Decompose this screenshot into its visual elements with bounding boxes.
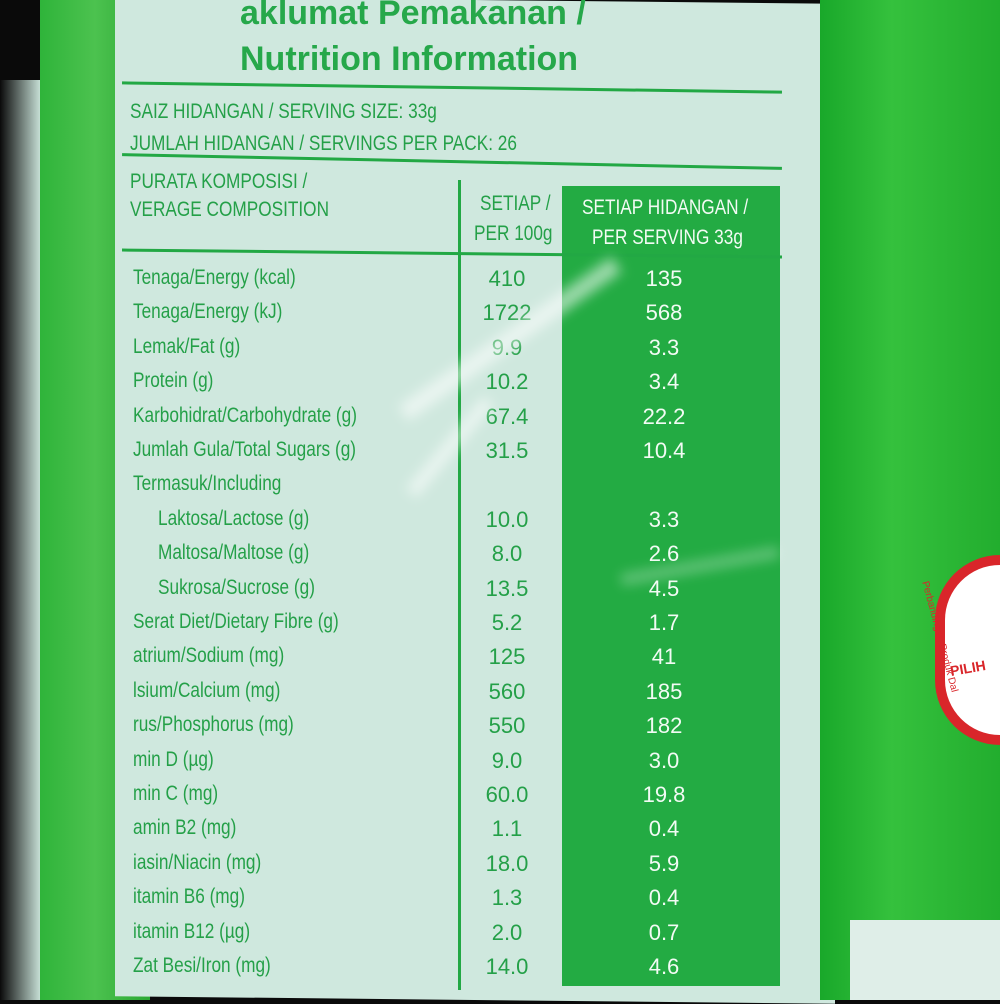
value-per-serving: 182: [645, 713, 683, 739]
nutrient-name: Lemak/Fat (g): [133, 334, 241, 358]
value-per-serving: 1.7: [648, 610, 680, 635]
nutrient-name: Sukrosa/Sucrose (g): [158, 575, 315, 599]
nutrient-name: Maltosa/Maltose (g): [158, 541, 310, 565]
value-per-100g: 125: [488, 644, 526, 670]
value-per-100g: 1.3: [491, 885, 523, 911]
value-per-serving: 3.3: [648, 506, 680, 532]
value-per-100g: 2.0: [491, 919, 523, 945]
value-per-100g: 14.0: [485, 954, 529, 979]
nutrient-name: Serat Diet/Dietary Fibre (g): [133, 610, 339, 633]
header-composition: VERAGE COMPOSITION: [130, 198, 330, 221]
value-per-100g: 1.1: [491, 816, 523, 842]
header-per-serving: PER SERVING 33g: [592, 226, 743, 249]
value-per-serving: 3.0: [648, 747, 680, 773]
value-per-100g: 550: [488, 713, 526, 739]
nutrient-name: Protein (g): [133, 369, 214, 393]
value-per-serving: 2.6: [648, 541, 680, 567]
nutrient-name: iasin/Niacin (mg): [133, 850, 262, 874]
header-per-100g: PER 100g: [474, 222, 553, 245]
value-per-100g: 5.2: [491, 610, 523, 635]
value-per-100g: 560: [488, 678, 526, 704]
value-per-serving: 10.4: [642, 438, 686, 463]
column-divider: [458, 180, 461, 990]
value-per-100g: 18.0: [485, 850, 529, 876]
nutrient-name: Tenaga/Energy (kJ): [133, 300, 283, 324]
nutrient-name: lsium/Calcium (mg): [133, 678, 281, 702]
nutrient-name: Laktosa/Lactose (g): [158, 506, 310, 530]
value-per-serving: 0.4: [648, 816, 680, 842]
value-per-serving: 41: [651, 644, 677, 670]
package-corner: [850, 920, 1000, 1000]
value-per-serving: 4.5: [648, 575, 680, 601]
value-per-serving: 19.8: [642, 782, 686, 807]
value-per-serving: 568: [645, 300, 683, 326]
nutrient-name: itamin B12 (µg): [133, 919, 251, 943]
header-per-100g: SETIAP /: [480, 192, 551, 215]
value-per-100g: 31.5: [485, 438, 529, 463]
servings-per-pack: JUMLAH HIDANGAN / SERVINGS PER PACK: 26: [130, 132, 517, 155]
value-per-serving: 22.2: [642, 403, 686, 429]
nutrient-name: Tenaga/Energy (kcal): [133, 266, 296, 289]
nutrient-name: Jumlah Gula/Total Sugars (g): [133, 438, 357, 461]
nutrient-name: Zat Besi/Iron (mg): [133, 954, 271, 977]
nutrient-name: itamin B6 (mg): [133, 885, 245, 909]
value-per-100g: 9.0: [491, 747, 523, 773]
value-per-serving: 3.4: [648, 369, 680, 395]
value-per-serving: 135: [645, 266, 683, 291]
value-per-100g: 60.0: [485, 782, 529, 807]
nutrient-name: Karbohidrat/Carbohydrate (g): [133, 403, 357, 427]
nutrient-name: rus/Phosphorus (mg): [133, 713, 294, 737]
nutrient-name: atrium/Sodium (mg): [133, 644, 285, 668]
value-per-100g: 8.0: [491, 541, 523, 567]
nutrient-name: min D (µg): [133, 747, 214, 771]
value-per-serving: 0.7: [648, 919, 680, 945]
nutrient-name: amin B2 (mg): [133, 816, 237, 840]
per-serving-column: [562, 186, 780, 986]
value-per-100g: 410: [488, 266, 526, 291]
title-malay: aklumat Pemakanan /: [240, 0, 586, 32]
nutrient-name: min C (mg): [133, 782, 219, 805]
package-green-side: [820, 0, 1000, 1000]
nutrient-name: Termasuk/Including: [133, 472, 282, 496]
value-per-100g: 67.4: [485, 403, 529, 429]
value-per-serving: 4.6: [648, 954, 680, 979]
value-per-serving: 0.4: [648, 885, 680, 911]
title-english: Nutrition Information: [240, 40, 579, 78]
header-composition: PURATA KOMPOSISI /: [130, 170, 308, 193]
value-per-serving: 185: [645, 678, 683, 704]
header-per-serving: SETIAP HIDANGAN /: [582, 196, 749, 219]
value-per-100g: 10.2: [485, 369, 529, 395]
value-per-serving: 3.3: [648, 334, 680, 360]
value-per-100g: 10.0: [485, 506, 529, 532]
value-per-serving: 5.9: [648, 850, 680, 876]
value-per-100g: 13.5: [485, 575, 529, 601]
serving-size: SAIZ HIDANGAN / SERVING SIZE: 33g: [130, 100, 437, 123]
